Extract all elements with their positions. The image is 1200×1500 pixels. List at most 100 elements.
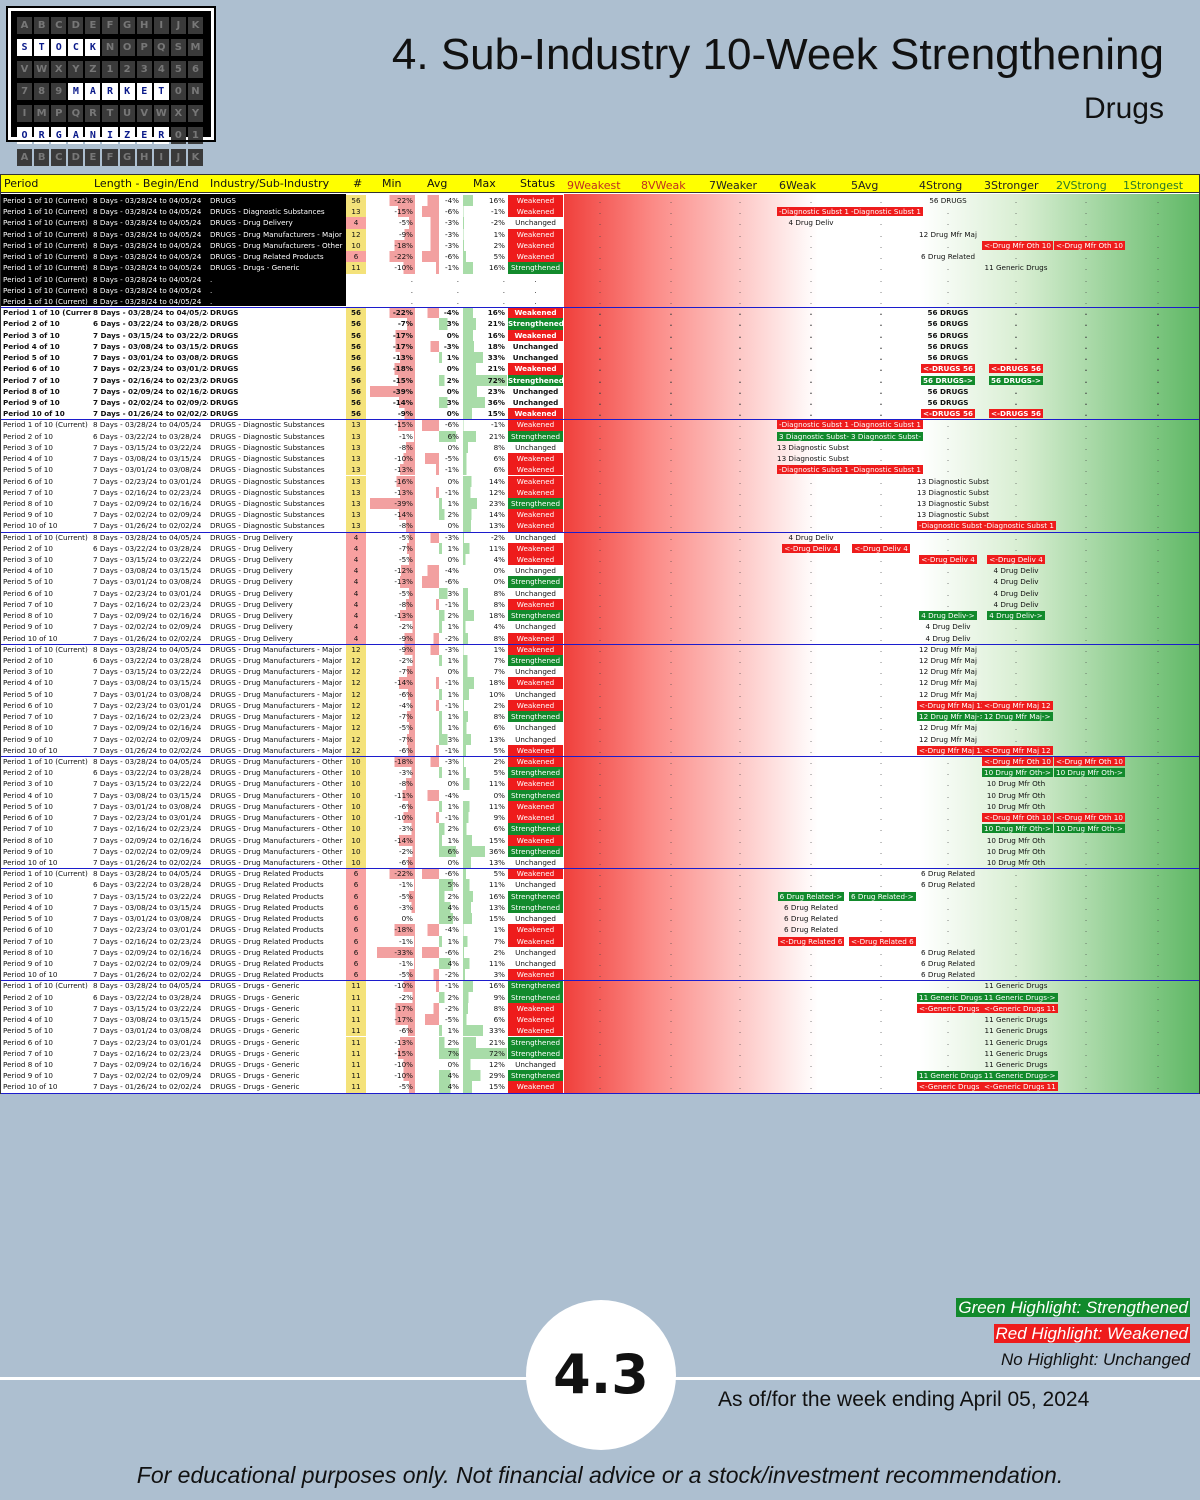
period-cell: Period 2 of 10 bbox=[3, 431, 53, 441]
period-cell: Period 4 of 10 bbox=[3, 902, 53, 912]
rank-cell: <-Generic Drugs 11 bbox=[917, 1081, 993, 1092]
rank-empty: . bbox=[669, 1048, 673, 1058]
rank-label: 4 Drug Deliv-> bbox=[919, 611, 977, 621]
rank-empty: . bbox=[1084, 252, 1088, 262]
max-cell: 8% bbox=[463, 587, 507, 599]
rank-empty: . bbox=[946, 779, 950, 789]
rank-empty: . bbox=[1014, 386, 1018, 396]
rank-empty: . bbox=[1156, 622, 1160, 632]
rank-empty: . bbox=[809, 1015, 813, 1025]
rank-empty: . bbox=[669, 723, 673, 733]
rank-empty: . bbox=[946, 588, 950, 598]
length-cell: 7 Days - 02/09/24 to 02/16/24 bbox=[93, 835, 202, 845]
rank-empty: . bbox=[738, 285, 742, 295]
industry-cell: DRUGS - Diagnostic Substances bbox=[210, 454, 325, 464]
period-cell: Period 10 of 10 bbox=[3, 1082, 58, 1092]
rank-empty: . bbox=[809, 229, 813, 239]
logo-letter: E bbox=[136, 83, 152, 100]
rank-label: -Diagnostic Subst 1 bbox=[917, 521, 991, 531]
rank-cell: -Diagnostic Subst 1 bbox=[849, 206, 923, 217]
rank-label: 6 Drug Related bbox=[783, 925, 839, 935]
rank-empty: . bbox=[1156, 667, 1160, 677]
rank-label: 6 Drug Related bbox=[920, 947, 976, 957]
rank-label: 12 Drug Mfr Maj bbox=[919, 229, 977, 239]
industry-cell: DRUGS - Drug Related Products bbox=[210, 958, 324, 968]
status-badge: Weakened bbox=[508, 1025, 563, 1037]
rank-empty: . bbox=[1084, 263, 1088, 273]
rank-cell: 10 Drug Mfr Oth-> bbox=[982, 823, 1053, 834]
min-cell: -7% bbox=[369, 542, 415, 555]
rank-label: 12 Drug Mfr Maj-> bbox=[917, 712, 988, 722]
industry-cell: DRUGS - Drug Manufacturers - Major bbox=[210, 667, 342, 677]
table-row: Period 5 of 10 7 Days - 03/01/24 to 03/08… bbox=[1, 576, 1199, 588]
rank-label: <-Drug Mfr Maj 12 bbox=[917, 745, 988, 755]
industry-cell: DRUGS - Drugs - Generic bbox=[210, 1082, 300, 1092]
table-row: Period 2 of 10 6 Days - 03/22/24 to 03/28… bbox=[1, 542, 1199, 555]
min-cell: -2% bbox=[369, 655, 415, 667]
rank-empty: . bbox=[809, 274, 813, 284]
rank-empty: . bbox=[1156, 1026, 1160, 1036]
rank-empty: . bbox=[669, 857, 673, 867]
rank-empty: . bbox=[1014, 420, 1018, 430]
rank-cell: <-Generic Drugs 11 bbox=[917, 1003, 993, 1014]
count-cell: 6 bbox=[346, 913, 366, 925]
status-badge: Weakened bbox=[508, 744, 563, 756]
rank-empty: . bbox=[598, 543, 602, 553]
industry-cell: DRUGS - Drug Manufacturers - Major bbox=[210, 678, 342, 688]
col-max: Max bbox=[473, 177, 496, 190]
status-badge: Strengthened bbox=[508, 262, 563, 274]
length-cell: 8 Days - 03/28/24 to 04/05/24 bbox=[93, 869, 202, 879]
rank-label: 11 Generic Drugs bbox=[984, 981, 1048, 991]
rank-label: 6 Drug Related-> bbox=[777, 891, 845, 901]
period-cell: Period 3 of 10 bbox=[3, 891, 53, 901]
min-cell: -6% bbox=[369, 856, 415, 869]
table-row: Period 3 of 10 7 Days - 03/15/24 to 03/22… bbox=[1, 890, 1199, 902]
min-cell: 0% bbox=[369, 913, 415, 925]
group-separator bbox=[1, 1092, 1199, 1094]
rank-empty: . bbox=[946, 263, 950, 273]
rank-empty: . bbox=[738, 341, 742, 351]
logo-letter: K bbox=[85, 39, 101, 56]
rank-empty: . bbox=[598, 1037, 602, 1047]
avg-cell: . bbox=[456, 296, 459, 306]
rank-empty: . bbox=[1014, 958, 1018, 968]
rank-empty: . bbox=[669, 846, 673, 856]
rank-label: 6 Drug Related-> bbox=[849, 891, 916, 901]
avg-cell: 2% bbox=[417, 374, 461, 386]
rank-empty: . bbox=[598, 992, 602, 1002]
rank-empty: . bbox=[946, 1015, 950, 1025]
rank-empty: . bbox=[1156, 902, 1160, 912]
rank-empty: . bbox=[598, 319, 602, 329]
max-cell: 18% bbox=[463, 610, 507, 622]
rank-empty: . bbox=[738, 218, 742, 228]
count-cell: 11 bbox=[346, 1002, 366, 1015]
length-cell: 7 Days - 03/01/24 to 03/08/24 bbox=[93, 353, 208, 363]
rank-empty: . bbox=[669, 566, 673, 576]
group-separator bbox=[1, 980, 1199, 982]
count-cell: 56 bbox=[346, 408, 366, 420]
rank-empty: . bbox=[1084, 880, 1088, 890]
rank-empty: . bbox=[809, 588, 813, 598]
length-cell: 7 Days - 03/15/24 to 03/22/24 bbox=[93, 779, 202, 789]
length-cell: 7 Days - 03/01/24 to 03/08/24 bbox=[93, 914, 202, 924]
avg-cell: 1% bbox=[417, 655, 461, 667]
rank-empty: . bbox=[669, 700, 673, 710]
length-cell: 8 Days - 03/28/24 to 04/05/24 bbox=[93, 229, 202, 239]
rank-empty: . bbox=[1156, 296, 1160, 306]
rank-cell: 12 Drug Mfr Maj bbox=[917, 734, 979, 745]
rank-empty: . bbox=[879, 476, 883, 486]
count-cell: 10 bbox=[346, 834, 366, 846]
length-cell: 7 Days - 02/02/24 to 02/09/24 bbox=[93, 622, 202, 632]
period-cell: Period 9 of 10 bbox=[3, 846, 53, 856]
table-row: Period 4 of 10 7 Days - 03/08/24 to 03/15… bbox=[1, 340, 1199, 353]
rank-empty: . bbox=[598, 498, 602, 508]
count-cell: 11 bbox=[346, 1047, 366, 1059]
rank-label: 4 Drug Deliv bbox=[993, 577, 1039, 587]
logo-letter: R bbox=[34, 127, 50, 144]
rank-empty: . bbox=[598, 914, 602, 924]
rank-empty: . bbox=[1084, 229, 1088, 239]
rank-cell: 56 DRUGS bbox=[917, 386, 979, 397]
industry-cell: DRUGS - Drug Delivery bbox=[210, 599, 293, 609]
table-row: Period 8 of 10 7 Days - 02/09/24 to 02/16… bbox=[1, 385, 1199, 397]
rank-empty: . bbox=[669, 386, 673, 396]
